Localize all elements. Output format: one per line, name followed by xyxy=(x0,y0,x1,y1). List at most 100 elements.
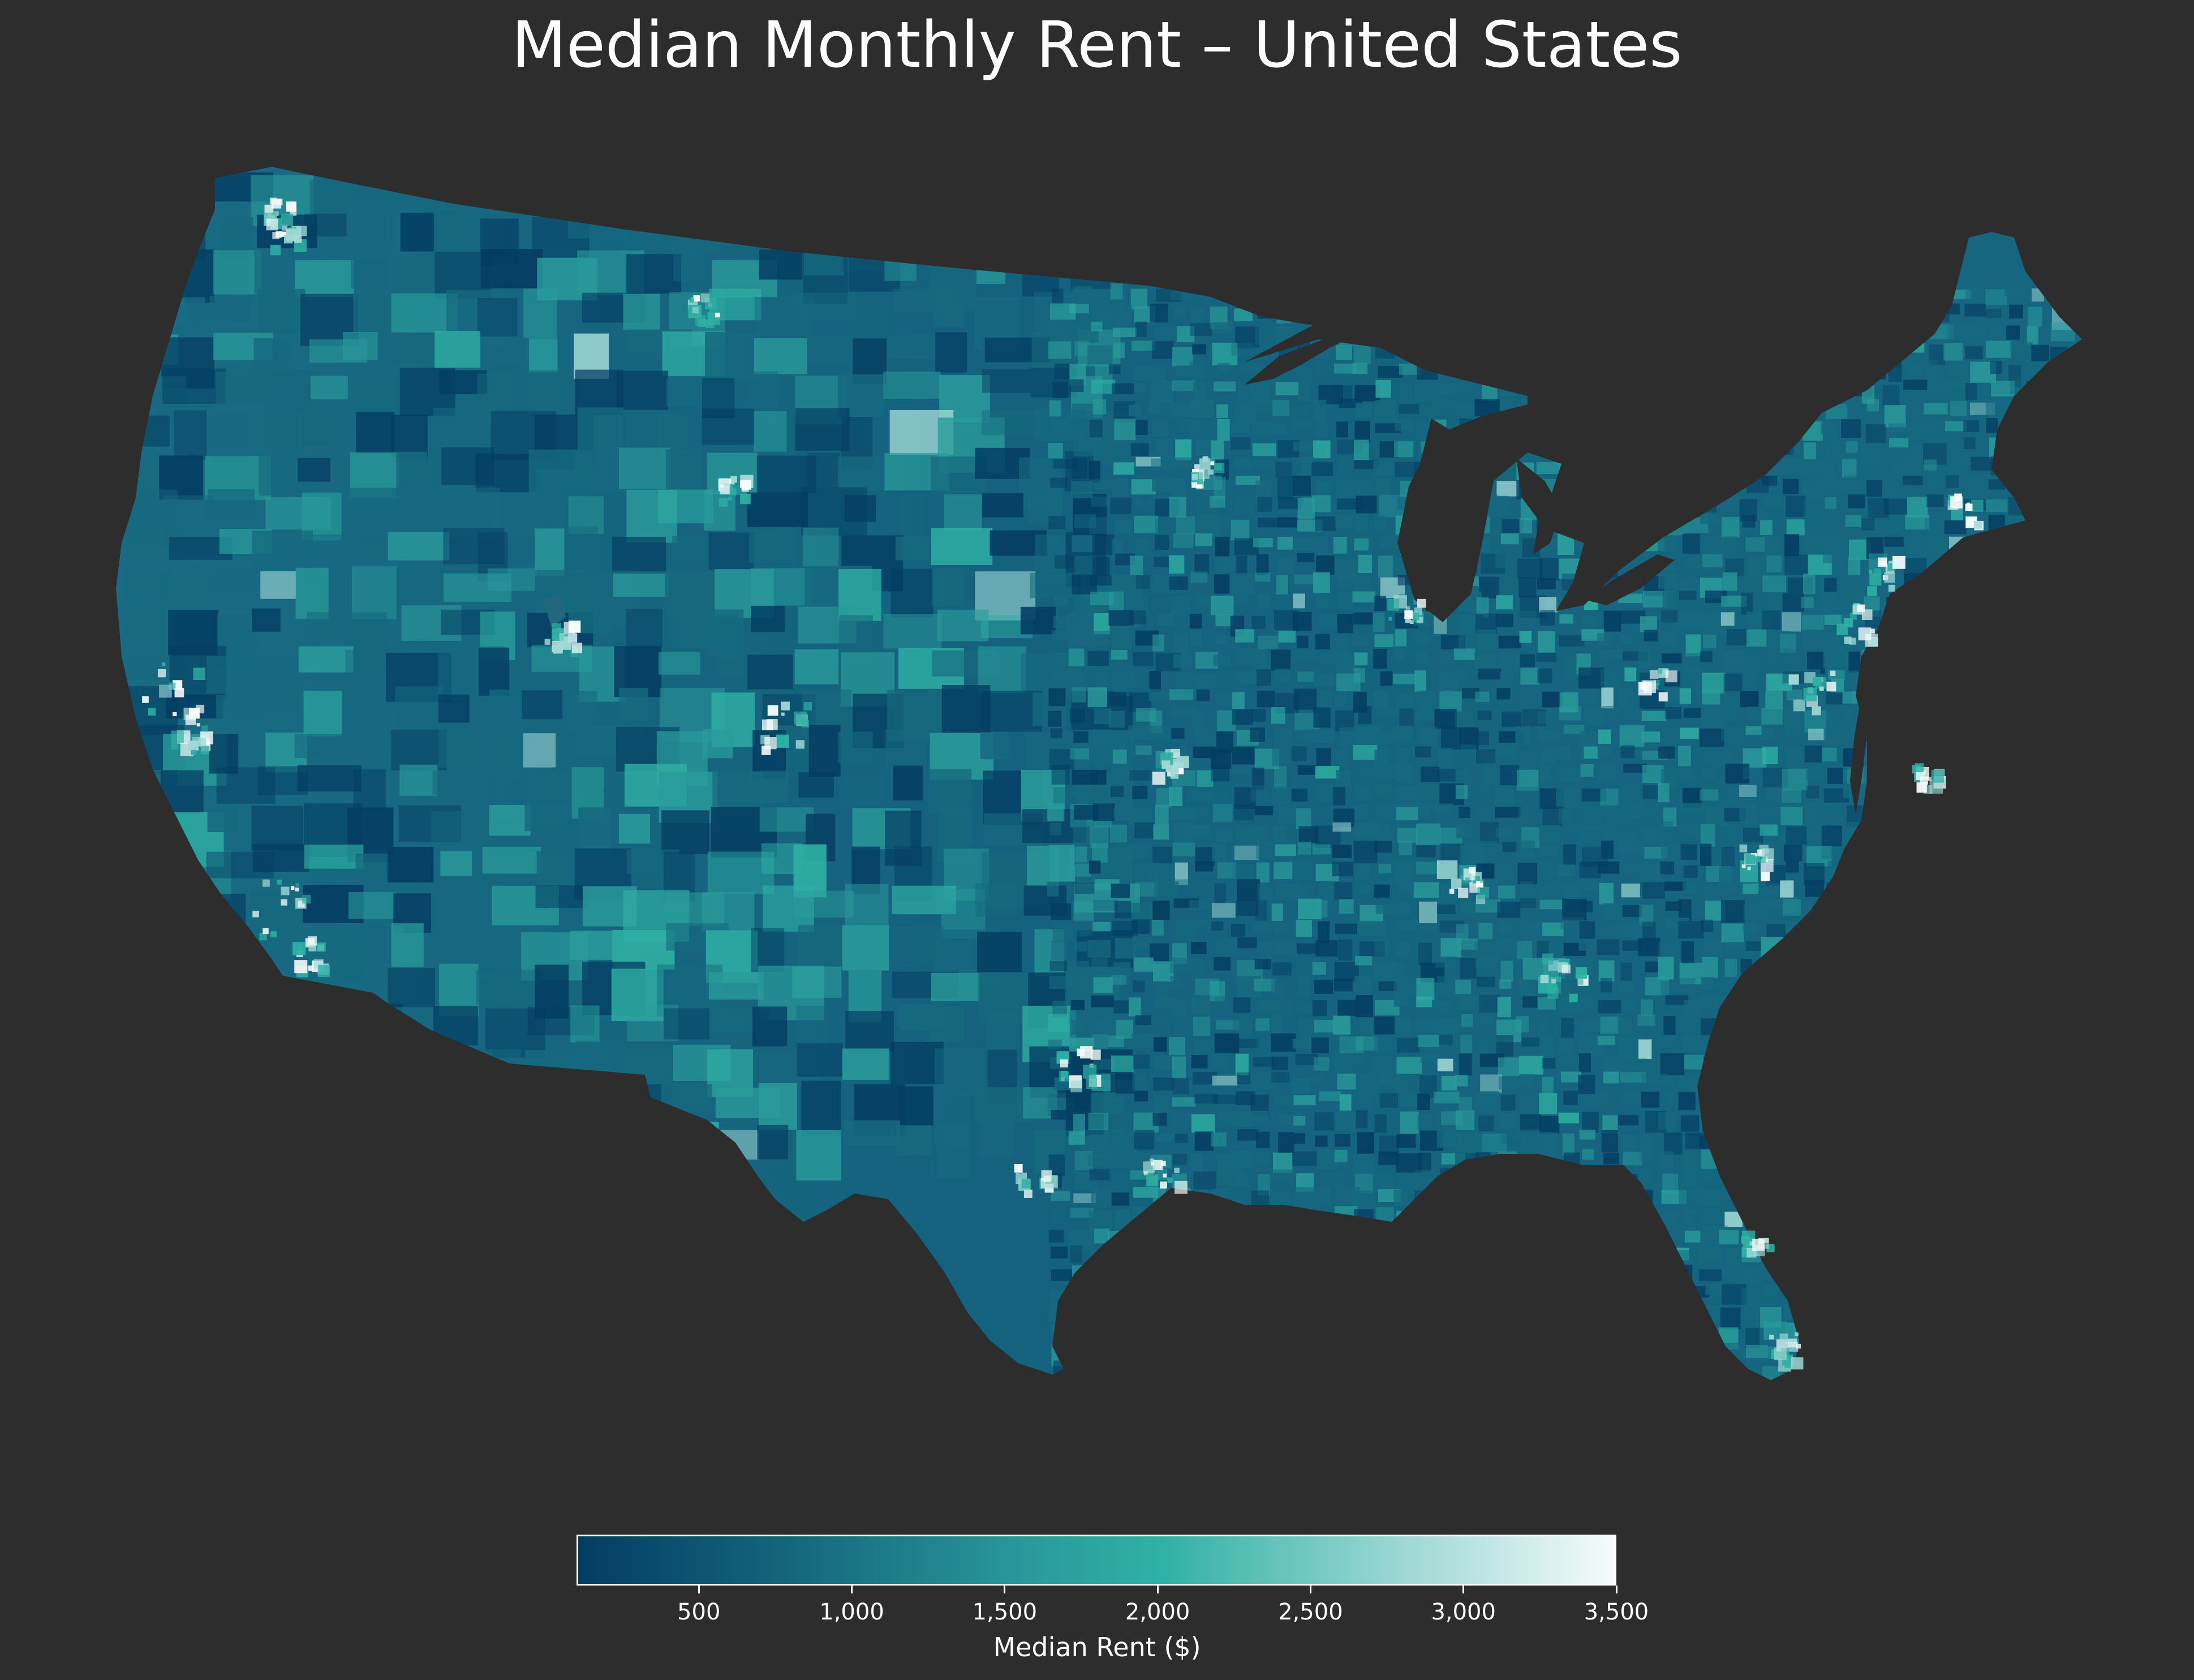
county-cell xyxy=(1700,1075,1726,1088)
county-cell xyxy=(1903,1096,1921,1108)
county-cell xyxy=(1824,1168,1837,1183)
county-cell xyxy=(1782,789,1801,803)
metro-cell xyxy=(1950,496,1963,509)
county-cell xyxy=(1275,883,1300,898)
great-salt-lake xyxy=(543,594,566,628)
county-cell xyxy=(476,970,541,1005)
county-cell xyxy=(342,173,403,202)
county-cell xyxy=(1726,825,1737,843)
county-cell xyxy=(1173,1287,1186,1301)
county-cell xyxy=(1663,1015,1676,1035)
county-cell xyxy=(1821,1016,1839,1036)
county-cell xyxy=(2045,459,2065,469)
county-cell xyxy=(627,1004,679,1042)
county-cell xyxy=(1644,630,1658,641)
county-cell xyxy=(1380,283,1403,299)
county-cell xyxy=(1600,1345,1626,1363)
county-cell xyxy=(2005,1229,2020,1244)
county-cell xyxy=(1499,398,1513,420)
county-cell xyxy=(1298,977,1310,997)
county-cell xyxy=(1210,981,1225,1001)
county-cell xyxy=(1805,880,1824,897)
metro-highlights xyxy=(142,197,1984,1372)
county-cell xyxy=(1252,1231,1276,1254)
county-cell xyxy=(1842,691,1860,704)
county-cell xyxy=(1907,634,1928,647)
county-cell xyxy=(1991,381,2015,397)
county-cell xyxy=(1702,957,1718,979)
county-cell xyxy=(1438,1365,1453,1380)
county-cell xyxy=(1964,942,1989,965)
county-cell xyxy=(1155,981,1168,1000)
county-cell xyxy=(1255,325,1277,346)
county-cell xyxy=(1234,787,1257,809)
county-cell xyxy=(1251,1111,1268,1121)
county-cell xyxy=(1500,533,1519,545)
county-cell xyxy=(1496,1247,1511,1258)
county-cell xyxy=(1359,941,1385,957)
county-cell xyxy=(1169,1303,1193,1326)
county-cell xyxy=(1948,746,1973,757)
county-cell xyxy=(1576,1322,1598,1333)
county-cell xyxy=(1170,957,1194,973)
county-cell xyxy=(1659,402,1685,420)
county-cell xyxy=(1169,689,1194,700)
county-cell xyxy=(1129,1326,1151,1342)
colorbar-tick xyxy=(698,1586,700,1593)
county-cell xyxy=(1050,728,1062,739)
county-cell xyxy=(212,893,246,929)
county-cell xyxy=(1397,692,1414,710)
county-cell xyxy=(1318,615,1339,628)
county-cell xyxy=(1700,995,1719,1009)
county-cell xyxy=(1908,1289,1925,1308)
county-cell xyxy=(1495,287,1514,299)
county-cell xyxy=(2046,1075,2062,1090)
county-cell xyxy=(1212,1095,1238,1104)
county-cell xyxy=(1091,958,1108,973)
county-cell xyxy=(985,179,1014,213)
metro-cell xyxy=(1774,1347,1787,1360)
county-cell xyxy=(982,410,1042,435)
metro-cell xyxy=(1561,964,1571,973)
county-cell xyxy=(1802,404,1817,423)
county-cell xyxy=(1720,900,1745,923)
county-cell xyxy=(1947,919,1964,930)
county-cell xyxy=(759,807,814,832)
metro-cell xyxy=(291,886,295,890)
county-cell xyxy=(206,1124,243,1160)
county-cell xyxy=(1601,1381,1617,1398)
county-cell xyxy=(1964,437,1976,450)
county-cell xyxy=(1865,341,1882,351)
county-cell xyxy=(1154,881,1179,902)
county-cell xyxy=(1154,557,1169,567)
county-cell xyxy=(2006,1250,2032,1260)
county-cell xyxy=(1312,1288,1330,1307)
county-cell xyxy=(1780,634,1796,653)
county-cell xyxy=(1943,1306,1961,1319)
county-cell xyxy=(2004,596,2028,610)
county-cell xyxy=(1095,668,1109,684)
county-cell xyxy=(2052,1057,2076,1069)
county-cell xyxy=(2010,417,2028,432)
metro-cell xyxy=(1888,561,1894,566)
county-cell xyxy=(1358,706,1372,725)
county-cell xyxy=(1190,919,1216,929)
county-cell xyxy=(2008,1207,2021,1222)
county-cell xyxy=(1597,939,1620,955)
county-cell xyxy=(1602,823,1617,839)
county-cell xyxy=(1883,1110,1908,1132)
county-cell xyxy=(1908,442,1921,462)
county-cell xyxy=(1170,976,1182,988)
county-cell xyxy=(1274,766,1287,789)
county-cell xyxy=(570,1005,600,1043)
county-cell xyxy=(1580,764,1594,777)
county-cell xyxy=(1889,438,1909,448)
county-cell xyxy=(1597,764,1616,781)
county-cell xyxy=(1866,1323,1890,1343)
county-cell xyxy=(1235,326,1259,349)
county-cell xyxy=(2048,538,2062,555)
county-cell xyxy=(1049,960,1067,971)
county-cell xyxy=(1293,420,1313,430)
county-cell xyxy=(1292,1246,1306,1261)
metro-cell xyxy=(1884,572,1895,583)
